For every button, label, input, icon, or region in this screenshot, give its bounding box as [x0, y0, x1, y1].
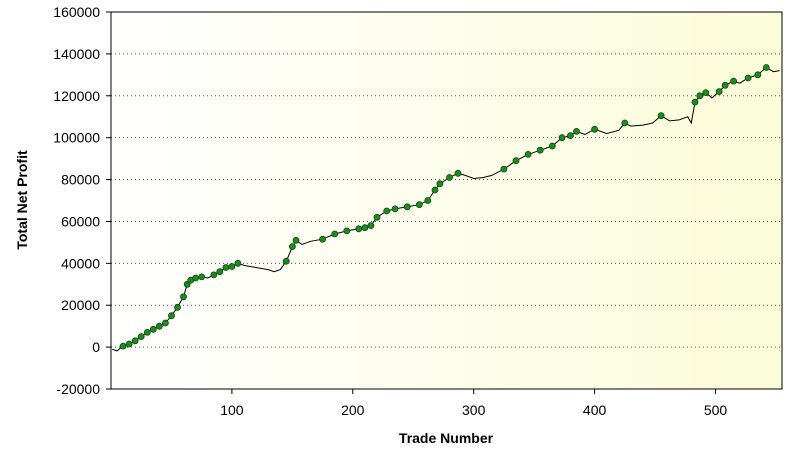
- data-point: [383, 207, 391, 215]
- data-point: [216, 268, 224, 276]
- data-point: [180, 293, 187, 301]
- data-point: [168, 312, 175, 320]
- data-point: [415, 201, 423, 209]
- data-point: [744, 74, 752, 82]
- x-tick-label: 300: [462, 402, 486, 418]
- data-point: [431, 186, 439, 194]
- y-tick-label: 60000: [61, 213, 100, 229]
- y-tick-label: 100000: [53, 130, 100, 146]
- plot-background: [111, 12, 782, 389]
- data-point: [210, 271, 218, 279]
- data-point: [573, 127, 580, 135]
- x-tick-label: 100: [220, 402, 244, 418]
- data-point: [119, 342, 127, 350]
- y-tick-label: 20000: [61, 297, 100, 313]
- data-point: [403, 203, 411, 211]
- data-point: [524, 150, 532, 158]
- y-tick-label: 80000: [61, 172, 100, 188]
- y-tick-label: 160000: [53, 4, 100, 20]
- data-point: [424, 197, 432, 204]
- data-point: [536, 146, 544, 154]
- data-point: [436, 180, 444, 188]
- x-tick-label: 400: [583, 402, 607, 418]
- data-point: [343, 227, 351, 235]
- data-point: [125, 340, 133, 348]
- data-point: [657, 112, 665, 120]
- trade-markers: [119, 64, 770, 350]
- data-point: [721, 81, 729, 89]
- plot-frame: [110, 11, 783, 390]
- data-point: [691, 98, 699, 106]
- data-point: [391, 205, 399, 213]
- x-axis-title: Trade Number: [399, 430, 494, 446]
- data-point: [198, 273, 206, 281]
- data-point: [373, 213, 381, 221]
- data-point: [234, 259, 242, 267]
- data-point: [282, 257, 290, 265]
- data-point: [558, 134, 566, 142]
- data-point: [137, 333, 145, 341]
- data-point: [730, 77, 737, 85]
- data-point: [222, 264, 230, 271]
- data-point: [500, 165, 508, 173]
- data-point: [292, 236, 300, 244]
- data-point: [161, 319, 169, 327]
- y-tick-label: -20000: [56, 381, 100, 397]
- data-point: [754, 71, 762, 79]
- data-point: [174, 303, 181, 311]
- y-axis-title: Total Net Profit: [14, 150, 30, 250]
- x-axis: 100 200 300 400 500: [220, 389, 727, 418]
- x-tick-label: 500: [704, 402, 728, 418]
- y-tick-label: 140000: [53, 46, 100, 62]
- data-point: [149, 325, 157, 333]
- data-point: [319, 235, 327, 243]
- y-axis: -20000 0 20000 40000 60000 80000 100000 120000 1…: [53, 4, 111, 397]
- data-point: [696, 92, 704, 100]
- data-point: [762, 64, 770, 71]
- data-point: [228, 263, 236, 270]
- data-point: [288, 243, 296, 251]
- data-point: [548, 142, 556, 150]
- y-tick-label: 120000: [53, 88, 100, 104]
- data-point: [446, 174, 453, 181]
- data-point: [454, 169, 462, 177]
- x-tick-label: 200: [341, 402, 365, 418]
- data-point: [131, 337, 139, 345]
- data-point: [367, 222, 375, 230]
- data-point: [183, 280, 191, 288]
- y-tick-label: 0: [92, 339, 100, 355]
- data-point: [702, 89, 710, 96]
- data-point: [512, 157, 520, 165]
- data-point: [715, 88, 723, 95]
- y-tick-label: 40000: [61, 255, 100, 271]
- data-point: [355, 225, 363, 233]
- data-point: [591, 125, 598, 133]
- data-point: [621, 119, 629, 127]
- data-point: [192, 274, 200, 282]
- data-point: [143, 328, 151, 336]
- data-point: [155, 322, 163, 330]
- data-point: [567, 132, 574, 140]
- data-point: [361, 224, 369, 232]
- data-point: [331, 230, 339, 238]
